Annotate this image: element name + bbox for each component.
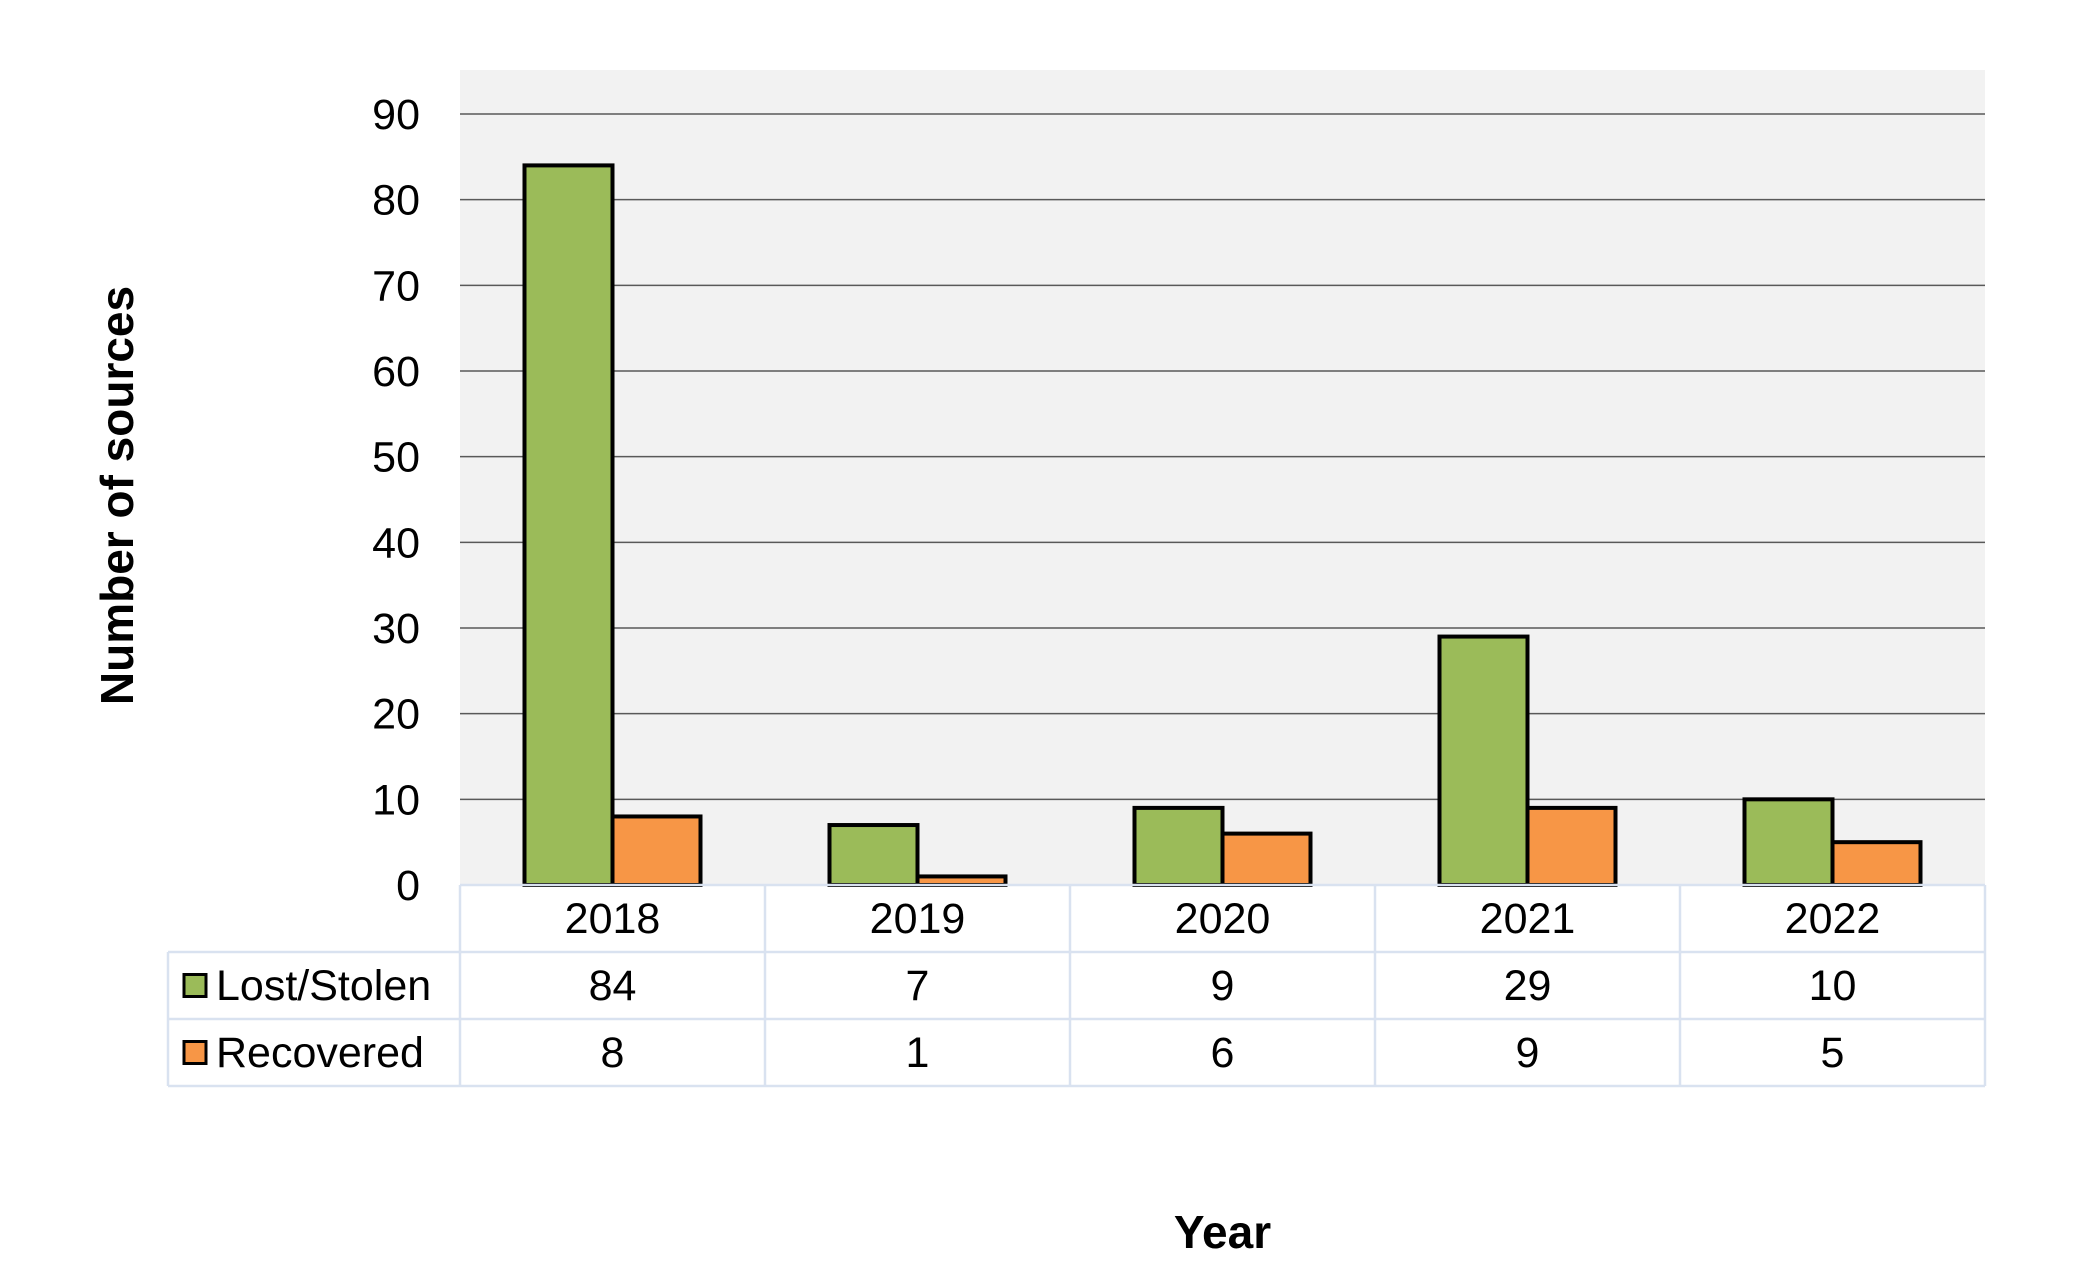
bars: [522, 163, 1923, 888]
x-axis-title: Year: [1174, 1206, 1271, 1258]
y-tick-label: 90: [372, 91, 420, 139]
y-tick-label: 50: [372, 434, 420, 482]
y-tick-label: 0: [396, 862, 420, 910]
data-label: 8: [601, 1029, 625, 1077]
x-tick-label: 2019: [870, 895, 966, 943]
bar-recovered-2018: [610, 814, 703, 888]
legend-label: Recovered: [216, 1029, 424, 1077]
y-axis-ticks: 0 10 20 30 40 50 60 70 80 90: [372, 91, 420, 910]
x-tick-label: 2020: [1175, 895, 1271, 943]
bar-recovered-2022: [1830, 840, 1923, 888]
data-label: 9: [1211, 962, 1235, 1010]
x-tick-label: 2018: [565, 895, 661, 943]
data-label: 7: [906, 962, 930, 1010]
data-label: 9: [1516, 1029, 1540, 1077]
y-tick-label: 80: [372, 177, 420, 225]
y-axis-title: Number of sources: [91, 286, 143, 705]
x-tick-label: 2022: [1785, 895, 1881, 943]
bar-lost-stolen-2021: [1437, 634, 1530, 887]
y-tick-label: 20: [372, 691, 420, 739]
plot-area: [460, 70, 1985, 885]
bar-lost-stolen-2019: [827, 823, 920, 887]
legend-swatch: [182, 1040, 208, 1065]
data-label: 5: [1821, 1029, 1845, 1077]
data-label: 1: [906, 1029, 930, 1077]
y-tick-label: 60: [372, 348, 420, 396]
data-table: 2018 2019 2020 2021 2022 Lost/Stolen 84 7 9 29 10 R…: [182, 895, 1881, 1077]
bar-recovered-2021: [1525, 805, 1618, 888]
data-label: 6: [1211, 1029, 1235, 1077]
y-tick-label: 30: [372, 605, 420, 653]
gridlines: [460, 113, 1985, 801]
data-table-grid: [166, 883, 1987, 1088]
data-label: 10: [1809, 962, 1857, 1010]
bar-lost-stolen-2020: [1132, 805, 1225, 888]
bar-recovered-2020: [1220, 831, 1313, 887]
bar-recovered-2019: [915, 874, 1008, 888]
data-label: 29: [1504, 962, 1552, 1010]
bar-lost-stolen-2022: [1742, 797, 1835, 887]
data-label: 84: [589, 962, 637, 1010]
y-tick-label: 40: [372, 519, 420, 567]
x-tick-label: 2021: [1480, 895, 1576, 943]
bar-lost-stolen-2018: [522, 163, 615, 887]
legend-swatch: [182, 973, 208, 998]
y-tick-label: 70: [372, 262, 420, 310]
legend-label: Lost/Stolen: [216, 962, 431, 1010]
y-tick-label: 10: [372, 776, 420, 824]
